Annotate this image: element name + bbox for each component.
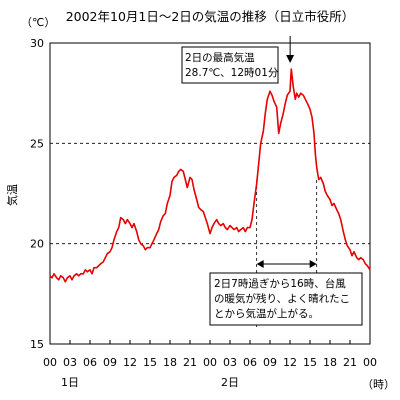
- span-note-text: の暖気が残り、よく晴れたこ: [214, 292, 350, 305]
- x-tick-label: 06: [243, 356, 257, 369]
- y-tick-label: 30: [30, 37, 44, 50]
- x-tick-label: 18: [323, 356, 337, 369]
- x-unit-label: （時）: [362, 378, 395, 391]
- annotation-boxes: 2日の最高気温 28.7℃、12時01分 2日7時過ぎから16時、台風の暖気が残り、…: [181, 46, 363, 326]
- x-tick-label: 09: [103, 356, 117, 369]
- annotations: [256, 36, 318, 328]
- max-temp-arrowhead: [286, 55, 295, 63]
- plot-frame: [49, 42, 371, 345]
- max-temp-text: 2日の最高気温: [185, 51, 255, 64]
- x-tick-label: 03: [63, 356, 77, 369]
- day-labels: 1日 2日: [61, 376, 239, 389]
- x-tick-label: 21: [183, 356, 197, 369]
- x-tick-label: 12: [123, 356, 137, 369]
- y-tick-label: 15: [30, 338, 44, 351]
- max-temp-box: [181, 46, 279, 84]
- span-arrowhead-right: [309, 260, 317, 268]
- chart-title: 2002年10月1日～2日の気温の推移（日立市役所）: [66, 9, 355, 24]
- x-tick-label: 00: [43, 356, 57, 369]
- x-tick-labels: 00 03 06 09 12 15 18 21 00 03 06 09 12 15 18 21 00: [43, 356, 377, 369]
- span-note-text: とから気温が上がる。: [214, 307, 319, 320]
- x-tick-label: 00: [363, 356, 377, 369]
- day-label: 1日: [61, 376, 79, 389]
- y-axis-label: 気温: [5, 184, 19, 206]
- x-tick-label: 03: [223, 356, 237, 369]
- x-tick-label: 15: [303, 356, 317, 369]
- x-tick-label: 09: [263, 356, 277, 369]
- x-ticks: [49, 340, 371, 344]
- temperature-line: [49, 68, 371, 283]
- x-tick-label: 15: [143, 356, 157, 369]
- x-tick-label: 21: [343, 356, 357, 369]
- y-tick-label: 20: [30, 238, 44, 251]
- x-tick-label: 12: [283, 356, 297, 369]
- span-arrowhead-left: [256, 260, 264, 268]
- max-temp-text: 28.7℃、12時01分: [185, 67, 279, 79]
- x-tick-label: 00: [203, 356, 217, 369]
- day-label: 2日: [221, 376, 239, 389]
- x-tick-label: 06: [83, 356, 97, 369]
- y-tick-labels: 15 20 25 30: [30, 37, 44, 351]
- x-tick-label: 18: [163, 356, 177, 369]
- gridlines: [50, 142, 370, 245]
- span-note-text: 2日7時過ぎから16時、台風: [214, 277, 346, 290]
- y-tick-label: 25: [30, 137, 44, 150]
- y-unit-label: （℃）: [21, 16, 55, 29]
- span-note-box: [209, 272, 363, 326]
